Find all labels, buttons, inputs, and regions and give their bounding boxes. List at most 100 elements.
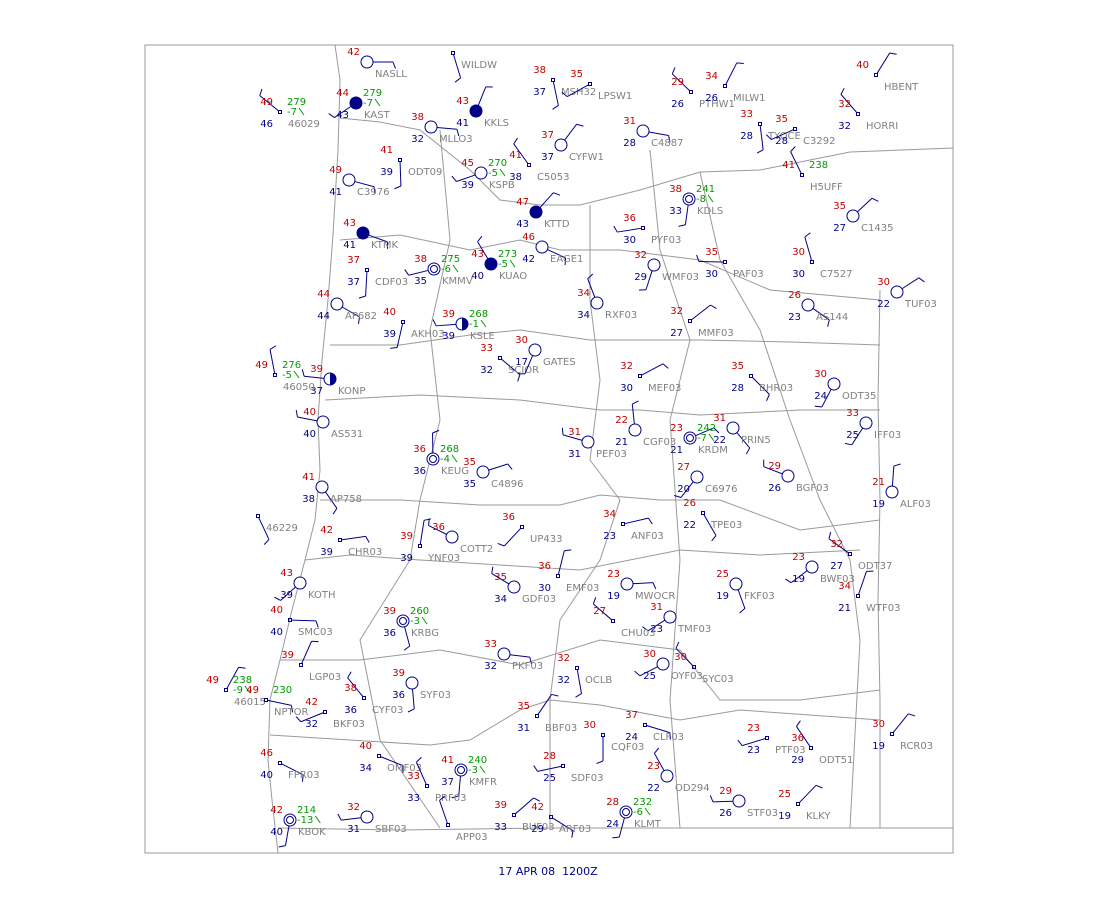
wind-barb: [547, 249, 566, 259]
station-dot: [365, 268, 369, 272]
station-symbol: [330, 297, 344, 311]
dewpoint: 40: [270, 827, 283, 838]
wind-barb: [671, 73, 690, 91]
station-id: BGF03: [796, 483, 829, 494]
dewpoint: 22: [877, 299, 890, 310]
dewpoint: 32: [557, 675, 570, 686]
dewpoint: 36: [413, 466, 426, 477]
pressure-tendency: -5: [282, 370, 292, 381]
station-id: CQF03: [611, 742, 644, 753]
temperature: 40: [383, 307, 396, 318]
station-id: C7527: [820, 269, 852, 280]
station-symbol: [620, 577, 634, 591]
wind-barb: [653, 753, 665, 771]
station-symbol: [690, 470, 704, 484]
dewpoint: 33: [407, 793, 420, 804]
wind-barb: [624, 517, 649, 525]
station-id: KMFR: [469, 777, 497, 788]
wind-barb-flag: [552, 105, 559, 110]
temperature: 33: [846, 408, 859, 419]
wind-barb-flag: [533, 765, 538, 772]
dewpoint: 30: [792, 269, 805, 280]
temperature: 32: [557, 653, 570, 664]
station-dot: [810, 260, 814, 264]
wind-barb: [891, 466, 895, 487]
station-id: COTT2: [460, 544, 493, 555]
station-dot: [498, 356, 502, 360]
station-symbol: [846, 209, 860, 223]
wind-barb: [618, 817, 625, 838]
dewpoint: 22: [683, 520, 696, 531]
temperature: 36: [538, 561, 551, 572]
temperature: 23: [792, 552, 805, 563]
dewpoint: 30: [623, 235, 636, 246]
pressure: 230: [273, 685, 292, 696]
temperature: 46: [522, 232, 535, 243]
pressure-tendency: -7: [363, 98, 373, 109]
wind-barb-flag: [456, 129, 460, 137]
wind-barb-flag: [889, 52, 897, 55]
wind-barb: [488, 463, 508, 471]
temperature: 49: [329, 165, 342, 176]
station-symbol: [726, 421, 740, 435]
station-symbol: [781, 469, 795, 483]
station-id: APP03: [456, 832, 488, 843]
temperature: 49: [206, 675, 219, 686]
wind-barb: [576, 669, 583, 694]
dewpoint: 29: [791, 755, 804, 766]
pressure: 273: [498, 249, 517, 260]
wind-barb: [281, 763, 304, 776]
station-id: ANF03: [631, 531, 664, 542]
dewpoint: 23: [650, 624, 663, 635]
station-id: C6976: [705, 484, 737, 495]
temperature: 34: [838, 581, 851, 592]
station-symbol-inner: [429, 455, 437, 463]
wind-barb-flag: [642, 626, 649, 632]
wind-barb: [436, 323, 457, 327]
temperature: 38: [344, 683, 357, 694]
pressure: 270: [488, 158, 507, 169]
station-dot: [362, 696, 366, 700]
station-dot: [701, 511, 705, 515]
wind-barb-flag: [587, 273, 594, 280]
station-id: PKF03: [512, 661, 543, 672]
wind-barb-flag: [662, 363, 669, 369]
pressure-tendency: -5: [488, 168, 498, 179]
station-id: PRF03: [435, 793, 466, 804]
station-id: KMMV: [442, 276, 473, 287]
wind-barb: [458, 775, 461, 796]
temperature: 23: [747, 723, 760, 734]
tendency-symbol: [480, 319, 487, 328]
temperature: 41: [302, 472, 315, 483]
wind-barb: [552, 81, 559, 106]
temperature: 35: [731, 361, 744, 372]
wind-barb-flag: [432, 319, 437, 327]
dewpoint: 19: [607, 591, 620, 602]
station-symbol-inner: [622, 808, 630, 816]
pressure: 275: [441, 254, 460, 265]
dewpoint: 37: [541, 152, 554, 163]
station-dot: [224, 688, 228, 692]
station-id: SBF03: [375, 824, 407, 835]
wind-barb-flag: [451, 175, 457, 182]
wind-barb-flag: [785, 578, 792, 584]
dewpoint: 34: [577, 310, 590, 321]
temperature: 33: [740, 109, 753, 120]
tendency-symbol: [509, 259, 516, 268]
dewpoint: 37: [441, 777, 454, 788]
station-dot: [556, 574, 560, 578]
wind-barb: [648, 131, 669, 137]
pressure-tendency: -9: [233, 685, 243, 696]
station-dot: [425, 784, 429, 788]
wind-barb-flag: [454, 77, 461, 83]
wind-barb-flag: [301, 369, 305, 377]
dewpoint: 21: [670, 445, 683, 456]
wind-barb: [300, 712, 324, 723]
station-dot: [278, 761, 282, 765]
station-id: KONP: [338, 386, 365, 397]
dewpoint: 36: [392, 690, 405, 701]
temperature: 29: [719, 786, 732, 797]
dewpoint: 40: [471, 271, 484, 282]
station-symbol-half: [330, 373, 336, 385]
wind-barb-flag: [394, 185, 402, 190]
